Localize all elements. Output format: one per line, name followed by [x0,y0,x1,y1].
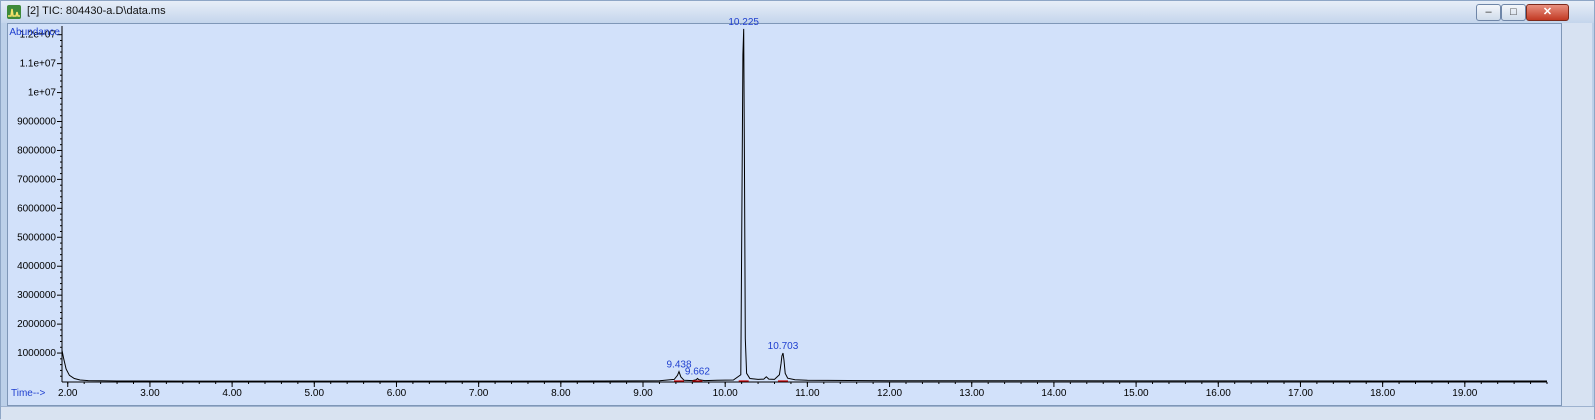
y-tick-label: 1.1e+07 [20,59,57,70]
window-title: [2] TIC: 804430-a.D\data.ms [27,5,166,17]
y-tick-label: 6000000 [17,203,56,214]
x-tick-label: 8.00 [551,388,571,399]
x-tick-label: 7.00 [469,388,489,399]
x-tick-label: 15.00 [1124,388,1149,399]
y-axis-title: Abundance [9,27,60,38]
y-tick-label: 7000000 [17,174,56,185]
maximize-button[interactable]: □ [1501,4,1526,21]
x-tick-label: 13.00 [959,388,984,399]
x-tick-label: 18.00 [1370,388,1395,399]
x-tick-label: 3.00 [140,388,160,399]
x-tick-label: 2.00 [58,388,78,399]
y-tick-label: 4000000 [17,261,56,272]
x-tick-label: 11.00 [795,388,820,399]
y-tick-label: 3000000 [17,290,56,301]
close-icon: ✕ [1542,6,1553,18]
x-tick-label: 10.00 [713,388,738,399]
y-tick-label: 1.2e+07 [20,30,57,41]
peak-label: 9.438 [666,360,691,371]
y-tick-label: 1e+07 [28,88,57,99]
chromatogram-plot-area[interactable] [7,23,1562,406]
status-bar [1,406,1594,420]
vertical-scrollbar[interactable] [1562,23,1592,406]
close-button[interactable]: ✕ [1526,4,1569,21]
y-tick-label: 2000000 [17,319,56,330]
peak-label: 9.662 [685,367,710,378]
x-tick-label: 14.00 [1041,388,1066,399]
x-tick-label: 12.00 [877,388,902,399]
x-tick-label: 19.00 [1452,388,1477,399]
tic-trace-line [61,28,1547,382]
x-tick-label: 6.00 [387,388,407,399]
y-tick-label: 9000000 [17,117,56,128]
x-axis-title: Time--> [11,388,46,399]
x-tick-label: 4.00 [222,388,242,399]
maximize-icon: □ [1510,6,1517,18]
y-tick-label: 1000000 [17,348,56,359]
y-tick-label: 5000000 [17,232,56,243]
x-tick-label: 16.00 [1206,388,1231,399]
peak-label: 10.703 [768,341,799,352]
minimize-icon: – [1485,6,1492,18]
x-tick-label: 9.00 [633,388,653,399]
title-bar[interactable]: [2] TIC: 804430-a.D\data.ms – □ ✕ [1,1,1594,23]
chromatogram-app-icon [7,5,21,19]
peak-label: 10.225 [728,17,759,28]
x-tick-label: 5.00 [305,388,325,399]
x-tick-label: 17.00 [1288,388,1313,399]
y-tick-label: 8000000 [17,145,56,156]
minimize-button[interactable]: – [1476,4,1501,21]
